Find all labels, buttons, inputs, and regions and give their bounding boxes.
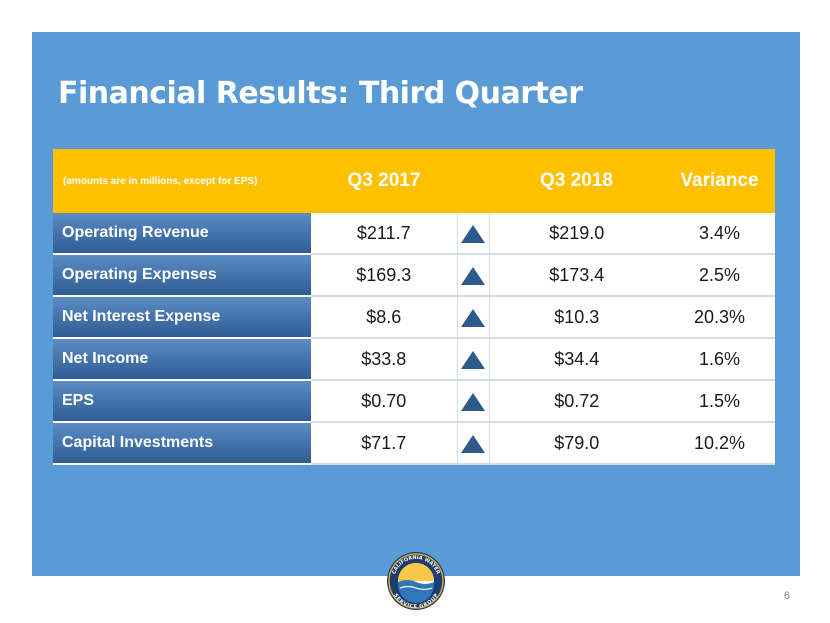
row-label: Net Income	[53, 338, 311, 381]
row-label: Capital Investments	[53, 422, 311, 465]
table-row: Net Interest Expense $8.6 $10.3 20.3%	[53, 296, 775, 339]
trend-cell	[456, 338, 490, 381]
table-row: Net Income $33.8 $34.4 1.6%	[53, 338, 775, 381]
q3-2018-value: $10.3	[489, 296, 664, 339]
trend-cell	[456, 254, 490, 297]
logo-gold-ring	[388, 553, 444, 609]
trend-cell	[456, 213, 490, 255]
q3-2017-value: $33.8	[311, 338, 457, 381]
row-label: Net Interest Expense	[53, 296, 311, 339]
table-row: Operating Revenue $211.7 $219.0 3.4%	[53, 213, 775, 255]
trend-cell	[456, 296, 490, 339]
header-q3-2017: Q3 2017	[311, 149, 457, 213]
trend-cell	[456, 380, 490, 423]
table-row: Capital Investments $71.7 $79.0 10.2%	[53, 422, 775, 465]
page-number: 6	[783, 590, 790, 602]
up-arrow-icon	[461, 224, 485, 243]
q3-2017-value: $0.70	[311, 380, 457, 423]
header-q3-2018: Q3 2018	[489, 149, 664, 213]
variance-value: 3.4%	[664, 213, 775, 255]
row-label: EPS	[53, 380, 311, 423]
q3-2017-value: $169.3	[311, 254, 457, 297]
q3-2018-value: $79.0	[489, 422, 664, 465]
row-label: Operating Revenue	[53, 213, 311, 255]
q3-2017-value: $211.7	[311, 213, 457, 255]
table-row: EPS $0.70 $0.72 1.5%	[53, 380, 775, 423]
table-header-row: (amounts are in millions, except for EPS…	[53, 149, 775, 213]
variance-value: 1.6%	[664, 338, 775, 381]
amounts-note: (amounts are in millions, except for EPS…	[53, 149, 311, 213]
up-arrow-icon	[461, 350, 485, 369]
california-water-service-group-logo: CALIFORNIA WATER SERVICE GROUP	[387, 552, 445, 610]
header-spacer	[457, 149, 489, 213]
variance-value: 20.3%	[664, 296, 775, 339]
table-row: Operating Expenses $169.3 $173.4 2.5%	[53, 254, 775, 297]
logo-sun	[398, 563, 434, 581]
logo-wave-line	[399, 585, 433, 591]
q3-2018-value: $219.0	[489, 213, 664, 255]
q3-2018-value: $0.72	[489, 380, 664, 423]
variance-value: 1.5%	[664, 380, 775, 423]
up-arrow-icon	[461, 266, 485, 285]
q3-2018-value: $34.4	[489, 338, 664, 381]
financial-results-table: (amounts are in millions, except for EPS…	[53, 149, 775, 465]
q3-2018-value: $173.4	[489, 254, 664, 297]
variance-value: 10.2%	[664, 422, 775, 465]
trend-cell	[456, 422, 490, 465]
up-arrow-icon	[461, 392, 485, 411]
variance-value: 2.5%	[664, 254, 775, 297]
row-label: Operating Expenses	[53, 254, 311, 297]
up-arrow-icon	[461, 308, 485, 327]
q3-2017-value: $71.7	[311, 422, 457, 465]
up-arrow-icon	[461, 434, 485, 453]
header-variance: Variance	[664, 149, 775, 213]
logo-water-wave	[398, 580, 434, 603]
slide-title: Financial Results: Third Quarter	[58, 76, 583, 111]
q3-2017-value: $8.6	[311, 296, 457, 339]
